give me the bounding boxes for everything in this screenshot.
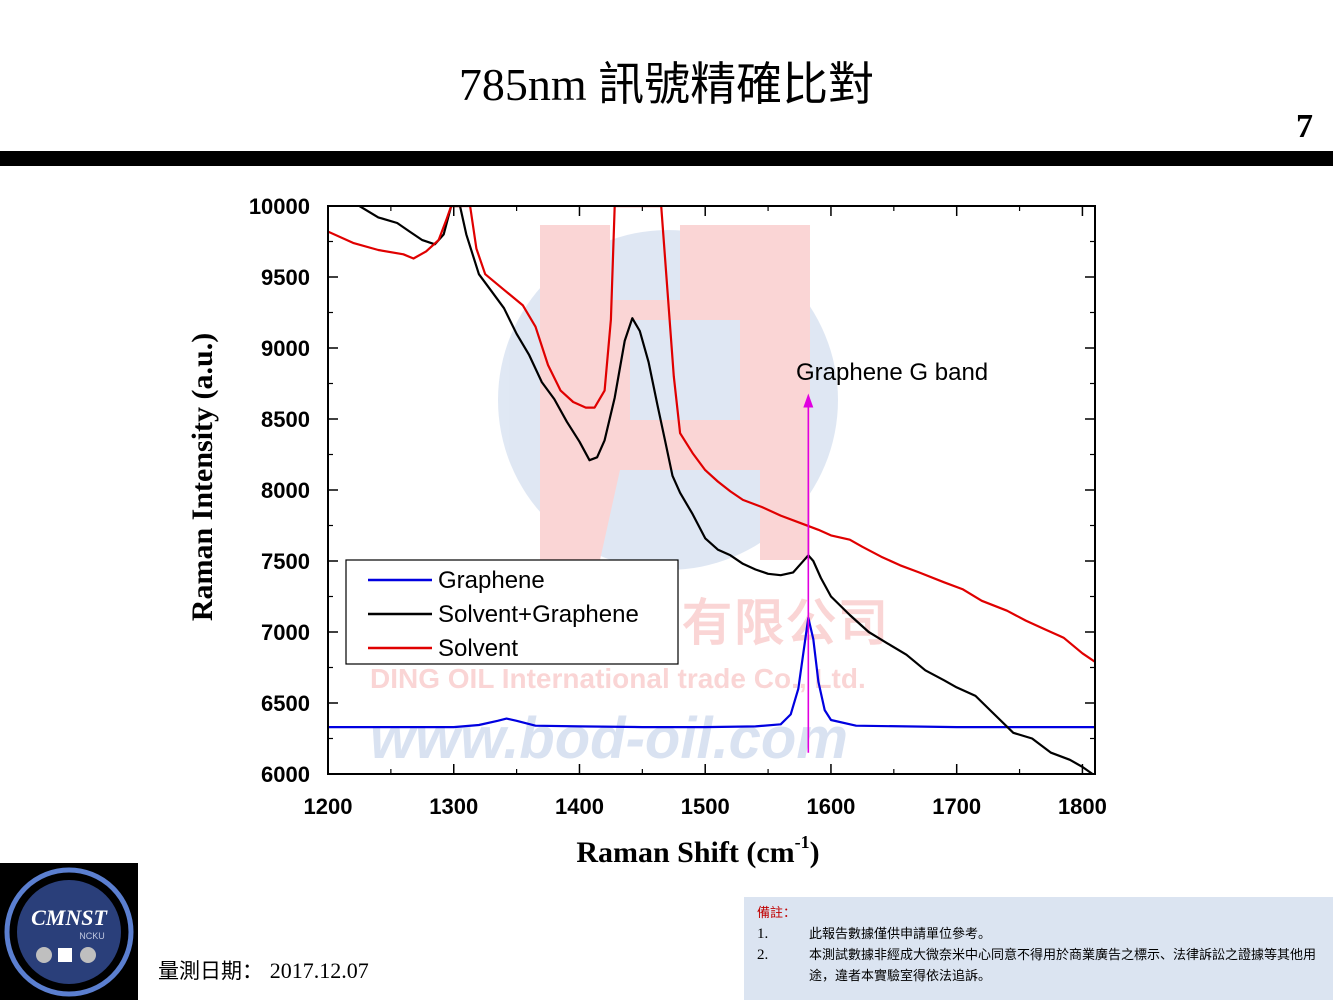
y-tick-label: 6000 (261, 762, 310, 787)
g-band-arrow-head (803, 393, 814, 408)
logo-text: CMNST (31, 905, 108, 930)
slide-title: 785nm 訊號精確比對 (458, 59, 875, 110)
x-tick-label: 1400 (555, 794, 604, 819)
watermark-company-en: DING OIL International trade Co., Ltd. (370, 663, 866, 694)
y-tick-label: 6500 (261, 691, 310, 716)
watermark-circle (498, 230, 838, 570)
note-item: 2. 本測試數據非經成大微奈米中心同意不得用於商業廣告之標示、法律訴訟之證據等其… (757, 945, 1333, 987)
note-number: 1. (757, 926, 769, 942)
tick-labels: 1200 1300 1400 1500 1600 1700 1800 6000 6500 7000… (249, 194, 1107, 819)
y-axis-title: Raman Intensity (a.u.) (186, 333, 219, 621)
note-text: 此報告數據僅供申請單位參考。 (809, 927, 992, 942)
watermark-website: www.bod-oil.com (370, 706, 848, 771)
legend: Graphene Solvent+Graphene Solvent (345, 559, 679, 665)
series-layer (328, 206, 1095, 774)
logo-icon-gear-right (80, 947, 96, 963)
plot-frame (327, 205, 1096, 775)
x-tick-label: 1500 (681, 794, 730, 819)
series-line-solvent (328, 206, 1095, 663)
y-tick-label: 10000 (249, 194, 310, 219)
x-axis-title-close: ) (810, 836, 820, 869)
measurement-date-value: 2017.12.07 (269, 958, 369, 983)
note-text: 本測試數據非經成大微奈米中心同意不得用於商業廣告之標示、法律訴訟之證據等其他用途… (809, 948, 1317, 984)
y-tick-label: 8500 (261, 407, 310, 432)
series-line-graphene (328, 616, 1095, 729)
x-tick-label: 1200 (304, 794, 353, 819)
y-tick-label: 9500 (261, 265, 310, 290)
measurement-date: 量測日期： 2017.12.07 (158, 955, 369, 985)
notes-box: 備註： 1. 此報告數據僅供申請單位參考。 2. 本測試數據非經成大微奈米中心同… (744, 897, 1333, 1000)
logo-subtext: NCKU (79, 931, 105, 941)
x-tick-label: 1600 (806, 794, 855, 819)
notes-title: 備註： (757, 906, 797, 921)
x-tick-label: 1800 (1058, 794, 1107, 819)
x-tick-label: 1700 (932, 794, 981, 819)
series-line-solvent-graphene (358, 206, 1094, 774)
watermark-emblem (540, 225, 810, 560)
y-tick-label: 8000 (261, 478, 310, 503)
legend-label-solvent-graphene: Solvent+Graphene (438, 601, 639, 628)
x-axis-title: Raman Shift (cm-1) (576, 832, 819, 869)
y-tick-label: 9000 (261, 336, 310, 361)
logo-inner-disc (17, 880, 121, 984)
logo-outer-ring (4, 867, 134, 997)
header-divider (0, 151, 1333, 166)
legend-box (345, 559, 679, 665)
x-tick-label: 1300 (429, 794, 478, 819)
logo-icon-gear-left (36, 947, 52, 963)
watermark: 鼎沺國際貿易有限公司 DING OIL International trade … (370, 225, 888, 771)
y-tick-label: 7500 (261, 549, 310, 574)
cmnst-logo: CMNST NCKU (0, 863, 138, 1000)
legend-label-solvent: Solvent (438, 635, 518, 662)
note-item: 1. 此報告數據僅供申請單位參考。 (757, 924, 1333, 945)
x-axis-title-superscript: -1 (795, 832, 810, 852)
raman-chart: 鼎沺國際貿易有限公司 DING OIL International trade … (186, 194, 1107, 869)
g-band-label: Graphene G band (796, 359, 988, 386)
x-axis-title-main: Raman Shift (cm (576, 836, 794, 869)
note-number: 2. (757, 947, 769, 963)
y-tick-label: 7000 (261, 620, 310, 645)
page-number: 7 (1296, 108, 1313, 145)
measurement-date-label: 量測日期： (158, 959, 263, 983)
legend-label-graphene: Graphene (438, 567, 545, 594)
logo-icon-bars (58, 948, 72, 962)
